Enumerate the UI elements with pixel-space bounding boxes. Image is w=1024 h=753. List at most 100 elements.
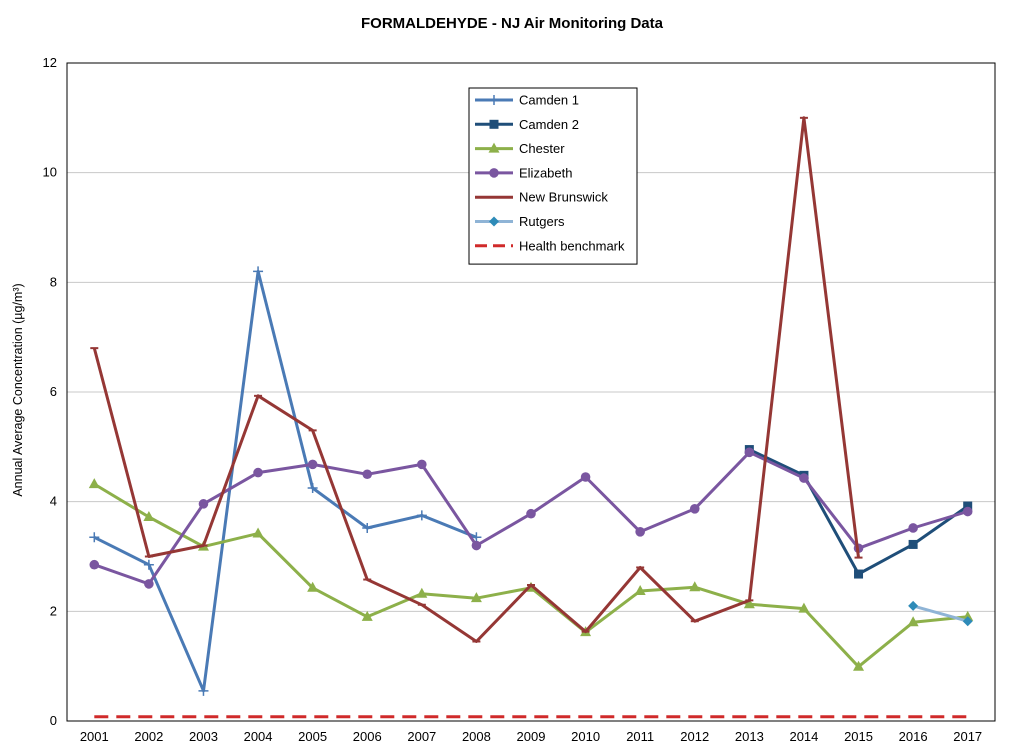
data-point [416,587,428,598]
data-point [580,472,591,482]
legend-marker [489,95,499,105]
x-tick-label: 2013 [735,729,764,744]
legend-label: New Brunswick [519,190,608,205]
legend-label: Elizabeth [519,165,572,180]
data-point [89,559,100,570]
x-tick-label: 2017 [953,729,982,744]
x-tick-label: 2015 [844,729,873,744]
series-line-camden-1 [93,269,477,693]
data-point [743,598,755,609]
x-tick-label: 2005 [298,729,327,744]
x-tick-label: 2003 [189,729,218,744]
legend-marker [488,142,500,153]
x-tick-label: 2014 [789,729,818,744]
legend-label: Rutgers [519,214,565,229]
legend-marker [489,168,499,178]
data-point [416,510,427,521]
y-tick-labels: 0 2 4 6 8 10 12 [43,55,57,728]
legend-label: Camden 2 [519,117,579,132]
legend-item: Camden 1 [475,93,579,108]
x-tick-label: 2012 [680,729,709,744]
y-tick-label: 12 [43,55,57,70]
data-point [417,459,427,470]
series-camden-1 [89,266,482,696]
y-tick-label: 8 [50,274,57,289]
x-tick-label: 2008 [462,729,491,744]
y-axis-label: Annual Average Concentration (µg/m³) [11,283,25,496]
series-rutgers [908,600,973,627]
data-point [143,559,154,570]
data-point [635,527,645,537]
y-tick-label: 0 [50,713,57,728]
data-point [799,473,809,483]
data-point [962,616,973,627]
data-point [689,503,700,514]
data-point [361,610,373,621]
data-point [362,522,373,533]
legend-item: Elizabeth [475,165,572,180]
series-lines [88,116,974,719]
data-point [908,523,918,533]
data-point [907,616,919,627]
data-point [307,482,318,493]
legend-item: New Brunswick [475,190,608,205]
x-tick-label: 2007 [407,729,436,744]
data-point [962,610,974,621]
data-point [198,685,209,696]
data-point [908,539,918,549]
y-tick-label: 4 [50,494,57,509]
legend-marker [489,119,499,129]
legend-label: Camden 1 [519,93,579,108]
data-point [307,459,318,470]
x-tick-labels: 2001 2002 2003 2004 2005 2006 2007 2008 2009 2010… [80,729,982,744]
x-tick-label: 2001 [80,729,109,744]
data-point [143,511,155,522]
data-point [307,581,319,592]
data-point [144,579,154,589]
x-tick-label: 2006 [353,729,382,744]
data-point [963,501,973,511]
data-point [908,600,919,611]
data-point [253,266,264,277]
series-new-brunswick [90,116,863,643]
data-point [962,506,973,517]
legend-marker [489,216,499,227]
legend-item: Camden 2 [475,117,579,132]
data-point [252,527,264,538]
x-tick-label: 2011 [626,729,654,744]
y-tick-label: 2 [50,603,57,618]
x-tick-label: 2009 [517,729,546,744]
y-tick-label: 6 [50,384,57,399]
data-point [471,532,482,543]
data-point [854,569,864,579]
plot-area [66,62,996,722]
data-point [526,508,536,519]
legend-item: Chester [475,141,565,156]
series-line-rutgers [912,604,969,623]
legend-item: Health benchmark [475,238,625,253]
x-tick-label: 2004 [244,729,273,744]
data-point [470,592,482,603]
x-tick-label: 2016 [899,729,928,744]
data-point [634,585,646,596]
data-point [744,447,755,458]
data-point [198,499,209,509]
data-point [853,660,865,671]
data-point [89,532,100,543]
legend-label: Chester [519,141,565,156]
data-point [798,602,810,613]
x-tick-label: 2010 [571,729,600,744]
data-point [471,540,482,551]
data-point [253,467,263,478]
data-point [689,581,701,592]
data-point [88,478,100,489]
series-elizabeth [89,447,973,589]
y-tick-label: 10 [43,165,57,180]
legend-item: Rutgers [475,214,565,229]
chart-title: FORMALDEHYDE - NJ Air Monitoring Data [361,15,664,32]
series-chester [88,478,974,671]
legend: Camden 1 Camden 2 Chester Elizabeth New Brun… [468,87,638,265]
legend-label: Health benchmark [519,238,625,253]
x-tick-label: 2002 [134,729,163,744]
